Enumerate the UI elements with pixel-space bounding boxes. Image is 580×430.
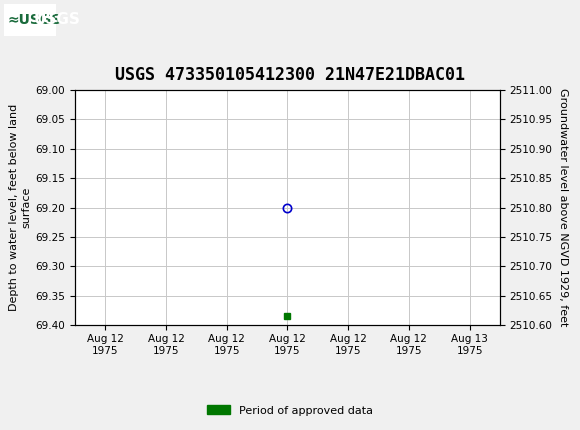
Text: USGS: USGS [34,12,81,28]
Bar [4,4,56,36]
Legend: Period of approved data: Period of approved data [203,401,377,420]
Y-axis label: Depth to water level, feet below land
surface: Depth to water level, feet below land su… [9,104,31,311]
Y-axis label: Groundwater level above NGVD 1929, feet: Groundwater level above NGVD 1929, feet [559,88,568,327]
Text: ≈USGS: ≈USGS [8,13,62,27]
Text: USGS 473350105412300 21N47E21DBAC01: USGS 473350105412300 21N47E21DBAC01 [115,66,465,84]
